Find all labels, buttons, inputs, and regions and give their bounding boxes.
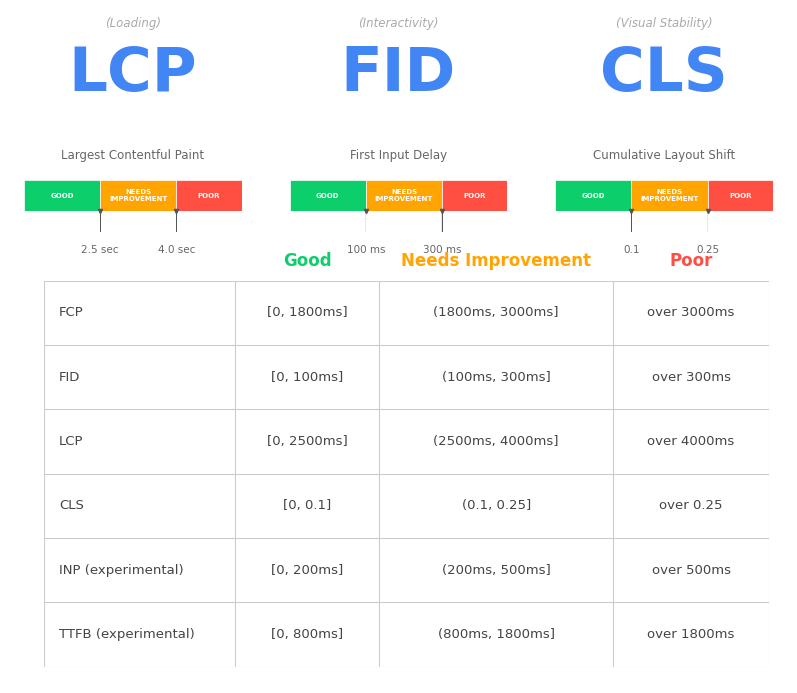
Text: GOOD: GOOD [316, 193, 340, 199]
Text: (800ms, 1800ms]: (800ms, 1800ms] [438, 628, 555, 641]
Bar [556, 180, 631, 211]
Text: 0.25: 0.25 [696, 245, 720, 254]
Text: Poor: Poor [669, 252, 713, 270]
Text: Largest Contentful Paint: Largest Contentful Paint [61, 149, 204, 162]
Text: over 500ms: over 500ms [652, 563, 731, 577]
Bar [100, 180, 176, 211]
Text: (1800ms, 3000ms]: (1800ms, 3000ms] [434, 306, 559, 319]
Text: GOOD: GOOD [50, 193, 74, 199]
Bar [176, 180, 241, 211]
Bar [708, 180, 773, 211]
Text: [0, 0.1]: [0, 0.1] [283, 500, 332, 512]
Text: POOR: POOR [464, 193, 486, 199]
Text: FID: FID [341, 45, 456, 104]
Text: POOR: POOR [729, 193, 752, 199]
Text: over 1800ms: over 1800ms [647, 628, 735, 641]
Text: over 3000ms: over 3000ms [647, 306, 735, 319]
Text: [0, 200ms]: [0, 200ms] [271, 563, 344, 577]
Text: CLS: CLS [59, 500, 84, 512]
Text: over 0.25: over 0.25 [659, 500, 723, 512]
Text: (Visual Stability): (Visual Stability) [616, 17, 713, 30]
Text: Good: Good [283, 252, 332, 270]
Text: Needs Improvement: Needs Improvement [401, 252, 591, 270]
Text: (200ms, 500ms]: (200ms, 500ms] [442, 563, 551, 577]
Text: over 300ms: over 300ms [652, 371, 731, 384]
Text: [0, 100ms]: [0, 100ms] [271, 371, 344, 384]
Text: 2.5 sec: 2.5 sec [81, 245, 119, 254]
Bar [631, 180, 708, 211]
Text: NEEDS
IMPROVEMENT: NEEDS IMPROVEMENT [109, 189, 167, 202]
Text: (2500ms, 4000ms]: (2500ms, 4000ms] [434, 435, 559, 448]
Text: Cumulative Layout Shift: Cumulative Layout Shift [593, 149, 736, 162]
Text: First Input Delay: First Input Delay [350, 149, 447, 162]
Bar [442, 180, 508, 211]
Text: FID: FID [59, 371, 80, 384]
Text: NEEDS
IMPROVEMENT: NEEDS IMPROVEMENT [375, 189, 433, 202]
Text: NEEDS
IMPROVEMENT: NEEDS IMPROVEMENT [641, 189, 699, 202]
Text: over 4000ms: over 4000ms [647, 435, 735, 448]
Text: [0, 800ms]: [0, 800ms] [271, 628, 343, 641]
Text: POOR: POOR [198, 193, 220, 199]
Text: 100 ms: 100 ms [347, 245, 385, 254]
Text: 4.0 sec: 4.0 sec [158, 245, 195, 254]
Text: [0, 2500ms]: [0, 2500ms] [267, 435, 347, 448]
Text: CLS: CLS [600, 45, 728, 104]
Text: GOOD: GOOD [582, 193, 605, 199]
Bar [24, 180, 100, 211]
Bar [366, 180, 442, 211]
Text: 300 ms: 300 ms [423, 245, 461, 254]
Text: (100ms, 300ms]: (100ms, 300ms] [442, 371, 551, 384]
Bar [289, 180, 366, 211]
Text: LCP: LCP [69, 45, 197, 104]
Text: [0, 1800ms]: [0, 1800ms] [267, 306, 347, 319]
Text: 0.1: 0.1 [623, 245, 640, 254]
Text: INP (experimental): INP (experimental) [59, 563, 184, 577]
Text: (Loading): (Loading) [105, 17, 161, 30]
Text: (Interactivity): (Interactivity) [358, 17, 439, 30]
Text: LCP: LCP [59, 435, 84, 448]
Text: FCP: FCP [59, 306, 84, 319]
Text: TTFB (experimental): TTFB (experimental) [59, 628, 195, 641]
Text: (0.1, 0.25]: (0.1, 0.25] [461, 500, 531, 512]
